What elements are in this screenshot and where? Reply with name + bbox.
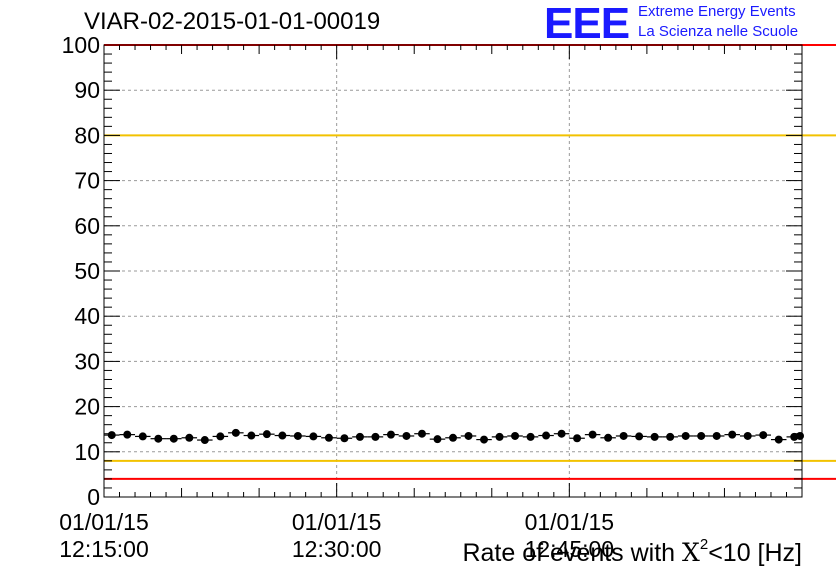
eee-logo: EEE Extreme Energy Events La Scienza nel… bbox=[540, 0, 836, 46]
data-point bbox=[293, 431, 302, 440]
y-tick-label: 70 bbox=[74, 168, 100, 194]
x-axis-title-suffix: <10 [Hz] bbox=[708, 539, 802, 567]
y-tick-label: 20 bbox=[74, 394, 100, 420]
data-point bbox=[247, 431, 256, 440]
y-tick-label: 0 bbox=[87, 484, 100, 510]
x-axis-title-superscript: 2 bbox=[699, 536, 709, 553]
data-point bbox=[604, 433, 613, 442]
y-tick-label: 90 bbox=[74, 77, 100, 103]
data-point bbox=[216, 432, 225, 441]
data-point bbox=[340, 434, 349, 443]
data-point bbox=[796, 431, 804, 440]
x-tick-label-date: 01/01/15 bbox=[292, 509, 382, 535]
data-point bbox=[480, 435, 489, 444]
y-tick-label: 30 bbox=[74, 348, 100, 374]
data-point bbox=[588, 430, 597, 439]
data-point bbox=[417, 429, 426, 438]
x-tick-label-date: 01/01/15 bbox=[59, 509, 149, 535]
data-point bbox=[774, 435, 783, 444]
data-point bbox=[402, 431, 411, 440]
data-point bbox=[635, 432, 644, 441]
x-tick-label-time: 12:15:00 bbox=[59, 536, 149, 562]
y-tick-label: 50 bbox=[74, 258, 100, 284]
data-point bbox=[495, 432, 504, 441]
data-point bbox=[511, 431, 520, 440]
x-axis-title-symbol: X bbox=[682, 538, 700, 567]
data-point bbox=[231, 428, 240, 437]
logo-subtitle-2: La Scienza nelle Scuole bbox=[638, 23, 799, 40]
data-point bbox=[154, 434, 163, 443]
data-point bbox=[324, 433, 333, 442]
data-point bbox=[371, 432, 380, 441]
data-point bbox=[185, 433, 194, 442]
y-tick-label: 80 bbox=[74, 122, 100, 148]
x-tick-label-date: 01/01/15 bbox=[525, 509, 615, 535]
y-tick-label: 100 bbox=[62, 32, 100, 58]
data-point bbox=[728, 430, 737, 439]
data-point bbox=[464, 431, 473, 440]
data-point bbox=[619, 431, 628, 440]
data-point bbox=[650, 432, 659, 441]
data-point bbox=[386, 430, 395, 439]
data-point bbox=[433, 435, 442, 444]
data-point bbox=[681, 431, 690, 440]
data-point bbox=[123, 430, 132, 439]
data-point bbox=[743, 431, 752, 440]
data-point bbox=[262, 430, 271, 439]
data-point bbox=[138, 432, 147, 441]
data-point bbox=[169, 434, 178, 443]
x-tick-label-time: 12:30:00 bbox=[292, 536, 382, 562]
data-point bbox=[542, 431, 551, 440]
data-point bbox=[666, 432, 675, 441]
y-tick-label: 10 bbox=[74, 439, 100, 465]
x-axis-title: Rate of events with X2<10 [Hz] bbox=[462, 536, 802, 568]
data-point bbox=[573, 434, 582, 443]
data-point bbox=[449, 433, 457, 442]
y-tick-label: 60 bbox=[74, 213, 100, 239]
data-point bbox=[526, 432, 535, 441]
data-point bbox=[557, 429, 566, 438]
x-axis-title-prefix: Rate of events with bbox=[462, 539, 683, 567]
logo-mark: EEE bbox=[544, 0, 630, 48]
data-point bbox=[278, 431, 287, 440]
data-point bbox=[712, 431, 721, 440]
data-point bbox=[200, 436, 209, 445]
logo-subtitle-1: Extreme Energy Events bbox=[638, 3, 796, 20]
data-point bbox=[697, 431, 706, 440]
data-point bbox=[309, 432, 318, 441]
x-tick-label-time: 12:45:00 bbox=[525, 536, 615, 562]
y-tick-label: 40 bbox=[74, 303, 100, 329]
chart-title: VIAR-02-2015-01-01-00019 bbox=[84, 8, 381, 35]
data-point bbox=[759, 431, 768, 440]
data-point bbox=[355, 432, 364, 441]
data-point bbox=[107, 431, 116, 440]
